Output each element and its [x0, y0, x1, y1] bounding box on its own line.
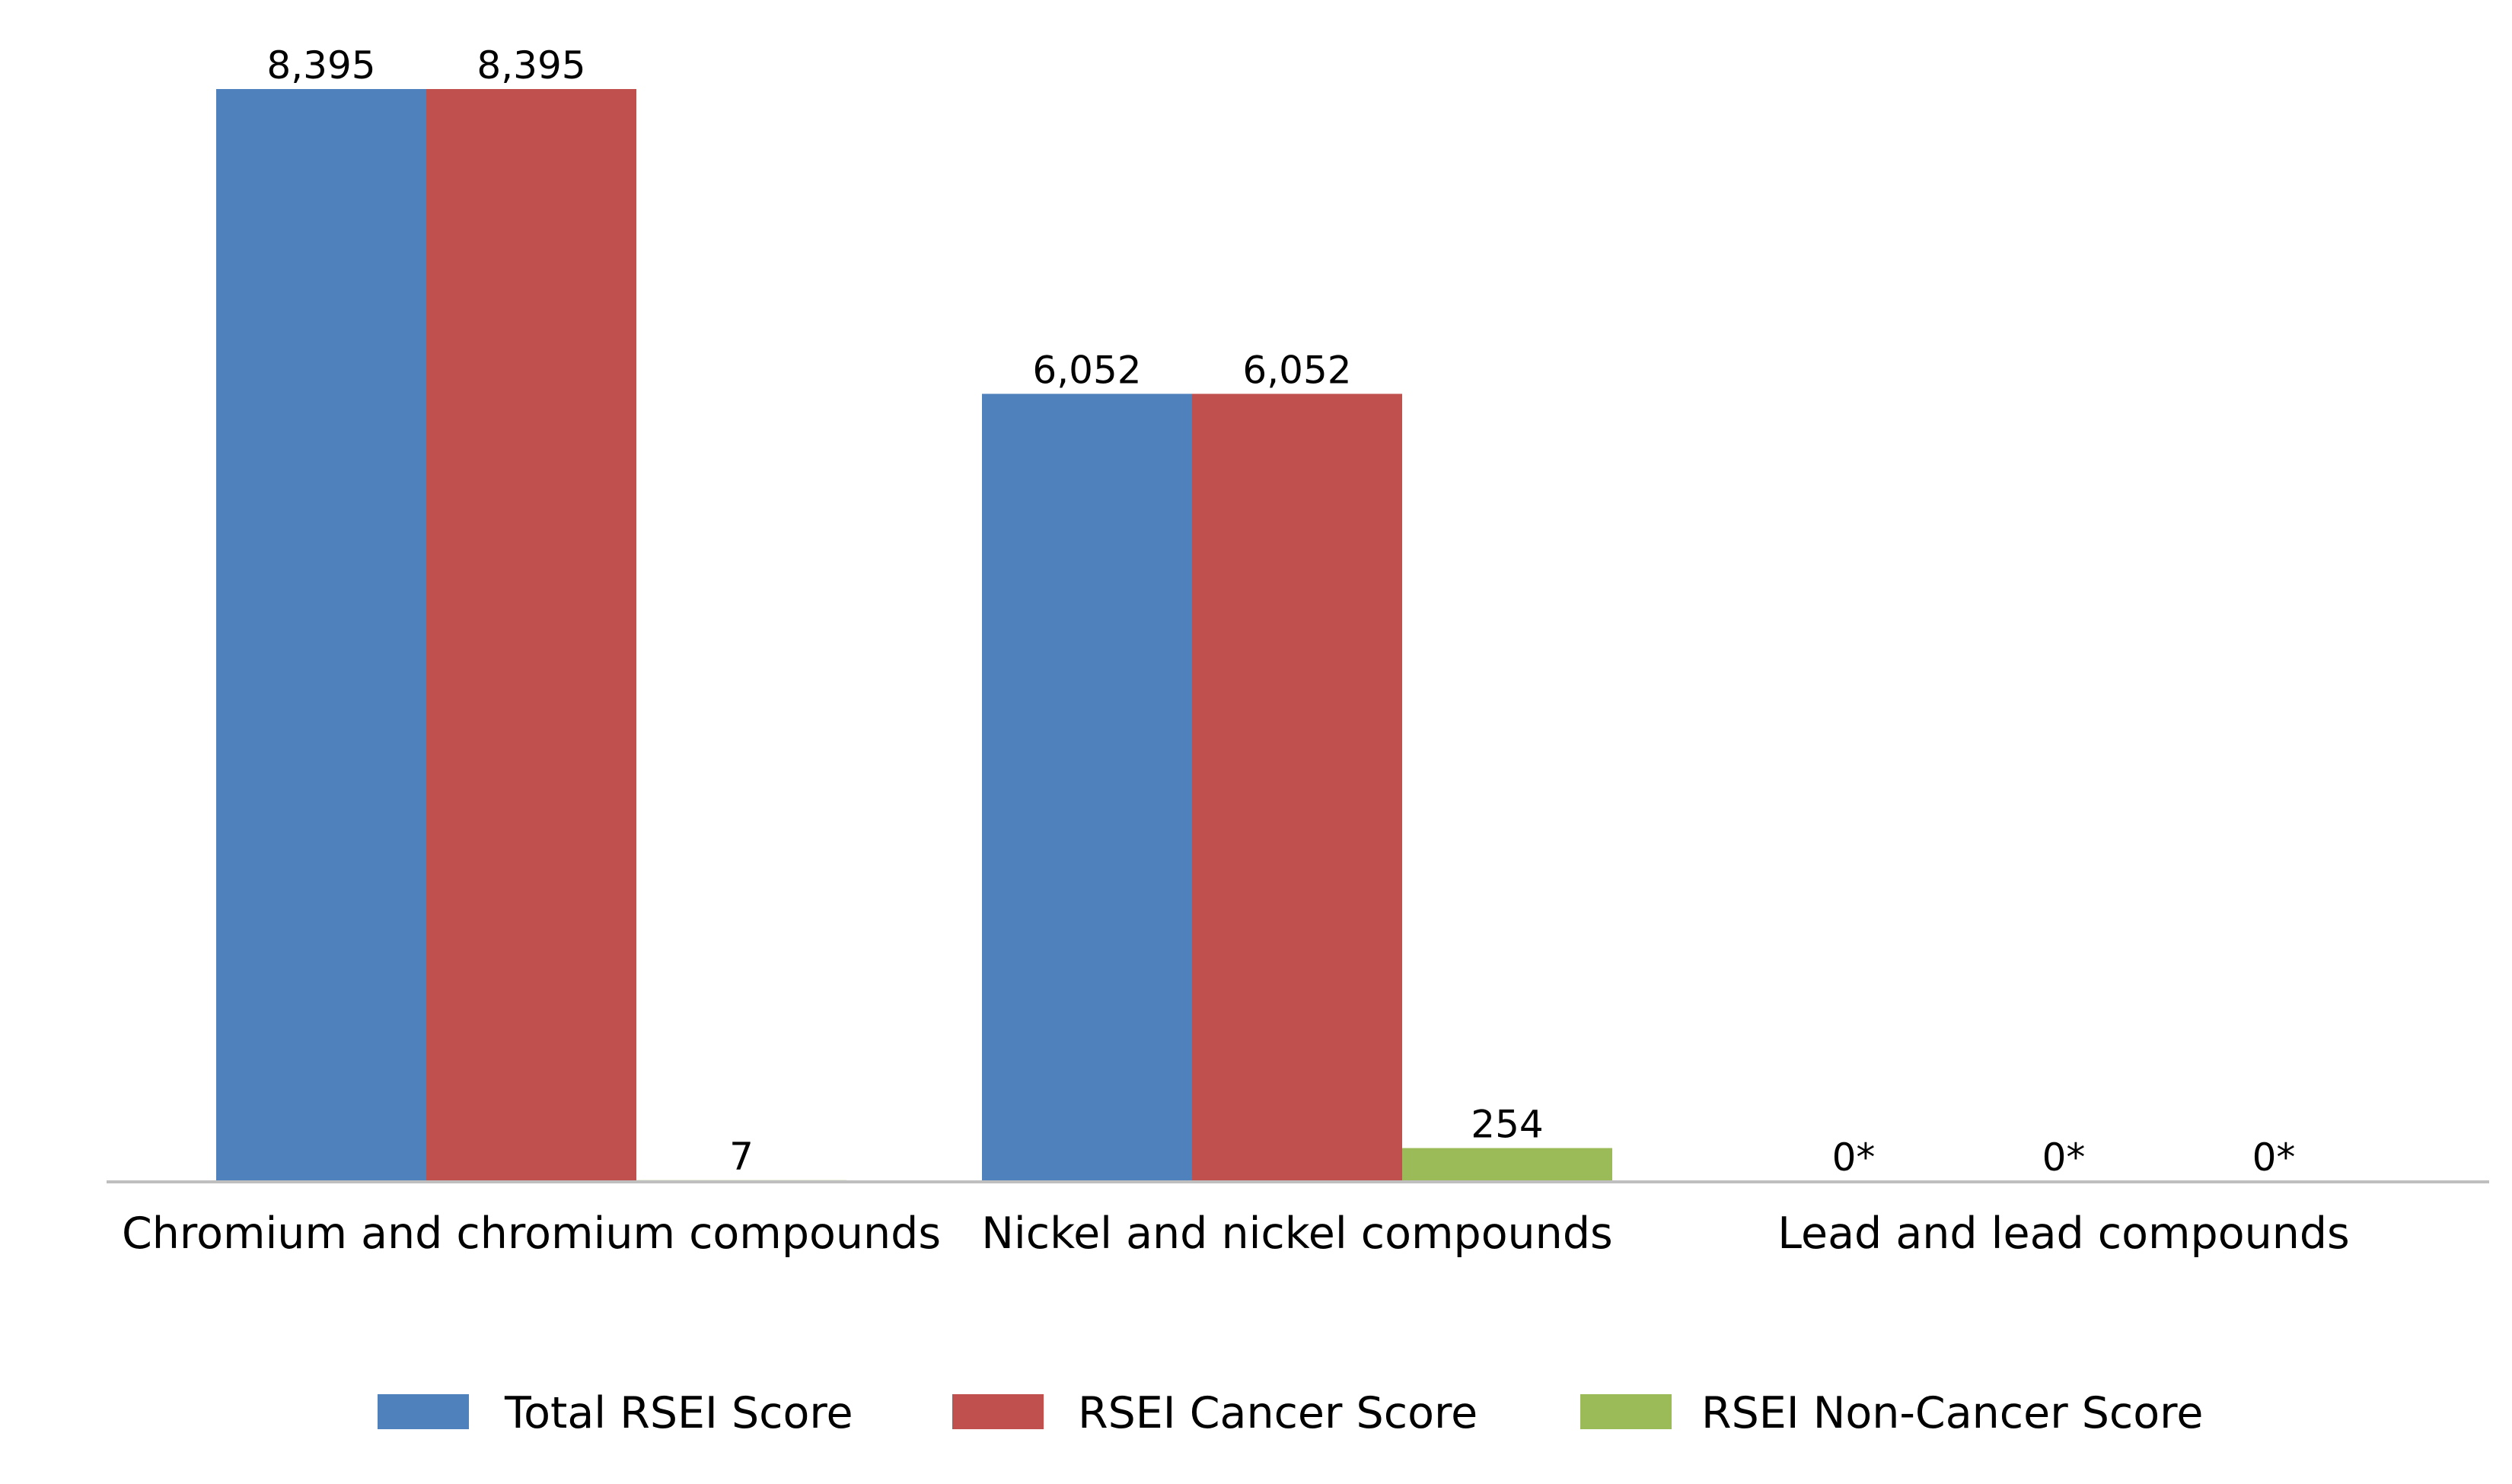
data-label-rsei-non-cancer-score-lead-and-lead-compounds: 0* [2252, 1135, 2296, 1180]
bar-labels-group: 8,395 8,395 7 6,052 6,052 254 0* 0* 0* [266, 43, 2295, 1180]
legend-label-rsei-cancer-score: RSEI Cancer Score [1078, 1388, 1478, 1438]
legend: Total RSEI Score RSEI Cancer Score RSEI No… [378, 1388, 2203, 1438]
legend-label-total-rsei-score: Total RSEI Score [504, 1388, 853, 1438]
bar-rsei-cancer-score-chromium-and-chromium-compounds [426, 89, 636, 1181]
bars-group [216, 89, 1612, 1181]
category-labels-group: Chromium and chromium compounds Nickel an… [122, 1209, 2350, 1259]
legend-swatch-rsei-cancer-score [952, 1394, 1044, 1429]
bar-total-rsei-score-chromium-and-chromium-compounds [216, 89, 426, 1181]
category-label-lead-and-lead-compounds: Lead and lead compounds [1777, 1209, 2349, 1259]
data-label-rsei-cancer-score-nickel-and-nickel-compounds: 6,052 [1242, 349, 1351, 393]
bar-total-rsei-score-nickel-and-nickel-compounds [982, 393, 1192, 1181]
category-label-chromium-and-chromium-compounds: Chromium and chromium compounds [122, 1209, 941, 1259]
data-label-total-rsei-score-lead-and-lead-compounds: 0* [1832, 1135, 1876, 1180]
legend-swatch-rsei-non-cancer-score [1580, 1394, 1672, 1429]
bar-rsei-cancer-score-nickel-and-nickel-compounds [1192, 393, 1402, 1181]
legend-swatch-total-rsei-score [378, 1394, 469, 1429]
data-label-total-rsei-score-chromium-and-chromium-compounds: 8,395 [266, 43, 375, 88]
category-label-nickel-and-nickel-compounds: Nickel and nickel compounds [981, 1209, 1612, 1259]
data-label-total-rsei-score-nickel-and-nickel-compounds: 6,052 [1032, 349, 1141, 393]
data-label-rsei-cancer-score-chromium-and-chromium-compounds: 8,395 [477, 43, 585, 88]
data-label-rsei-non-cancer-score-chromium-and-chromium-compounds: 7 [729, 1135, 754, 1179]
data-label-rsei-cancer-score-lead-and-lead-compounds: 0* [2042, 1135, 2086, 1180]
bar-rsei-non-cancer-score-nickel-and-nickel-compounds [1402, 1148, 1612, 1181]
legend-label-rsei-non-cancer-score: RSEI Non-Cancer Score [1701, 1388, 2203, 1438]
data-label-rsei-non-cancer-score-nickel-and-nickel-compounds: 254 [1471, 1103, 1543, 1147]
